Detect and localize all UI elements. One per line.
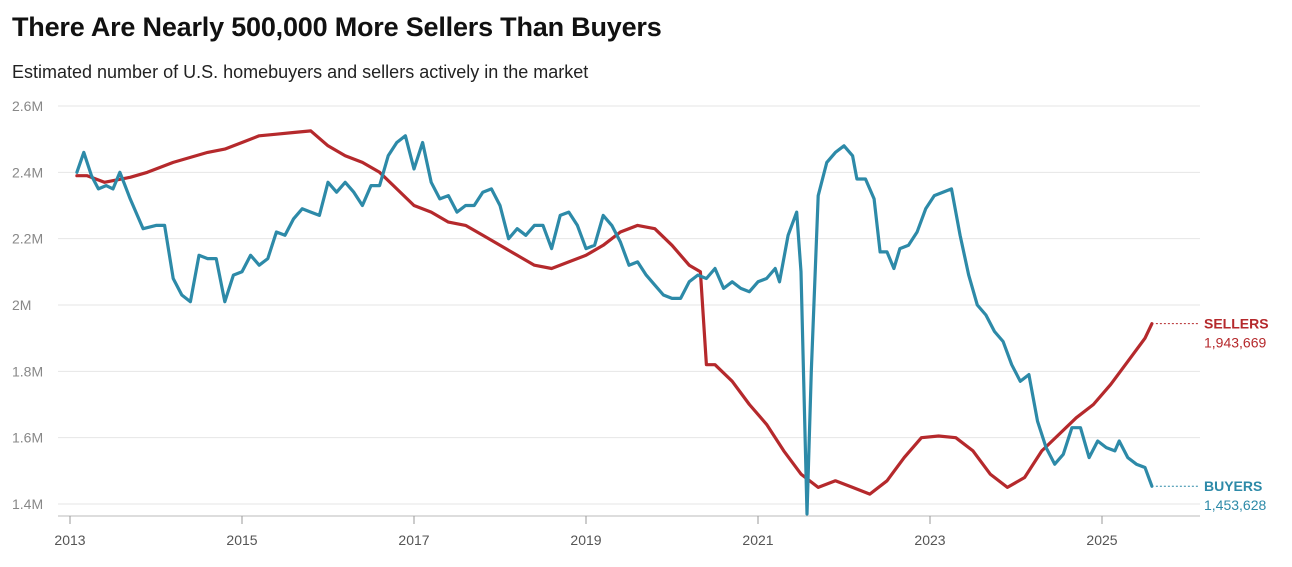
y-tick-label: 2.2M (12, 231, 43, 247)
x-tick-label: 2015 (226, 532, 257, 548)
series-line-sellers (75, 129, 1154, 496)
series-line-buyers (75, 134, 1154, 516)
y-tick-label: 1.8M (12, 363, 43, 379)
x-tick-label: 2021 (742, 532, 773, 548)
series-label-sellers: SELLERS (1204, 316, 1269, 332)
chart-subtitle: Estimated number of U.S. homebuyers and … (12, 62, 589, 82)
series-label-buyers: BUYERS (1204, 478, 1262, 494)
y-tick-label: 2M (12, 297, 31, 313)
y-tick-label: 1.4M (12, 496, 43, 512)
x-tick-label: 2023 (914, 532, 945, 548)
x-tick-label: 2019 (570, 532, 601, 548)
x-tick-label: 2025 (1086, 532, 1117, 548)
x-tick-label: 2013 (54, 532, 85, 548)
series-value-sellers: 1,943,669 (1204, 335, 1266, 351)
chart-title: There Are Nearly 500,000 More Sellers Th… (12, 12, 662, 42)
series-value-buyers: 1,453,628 (1204, 497, 1266, 513)
y-tick-label: 1.6M (12, 430, 43, 446)
x-tick-label: 2017 (398, 532, 429, 548)
y-tick-label: 2.6M (12, 98, 43, 114)
y-tick-label: 2.4M (12, 164, 43, 180)
